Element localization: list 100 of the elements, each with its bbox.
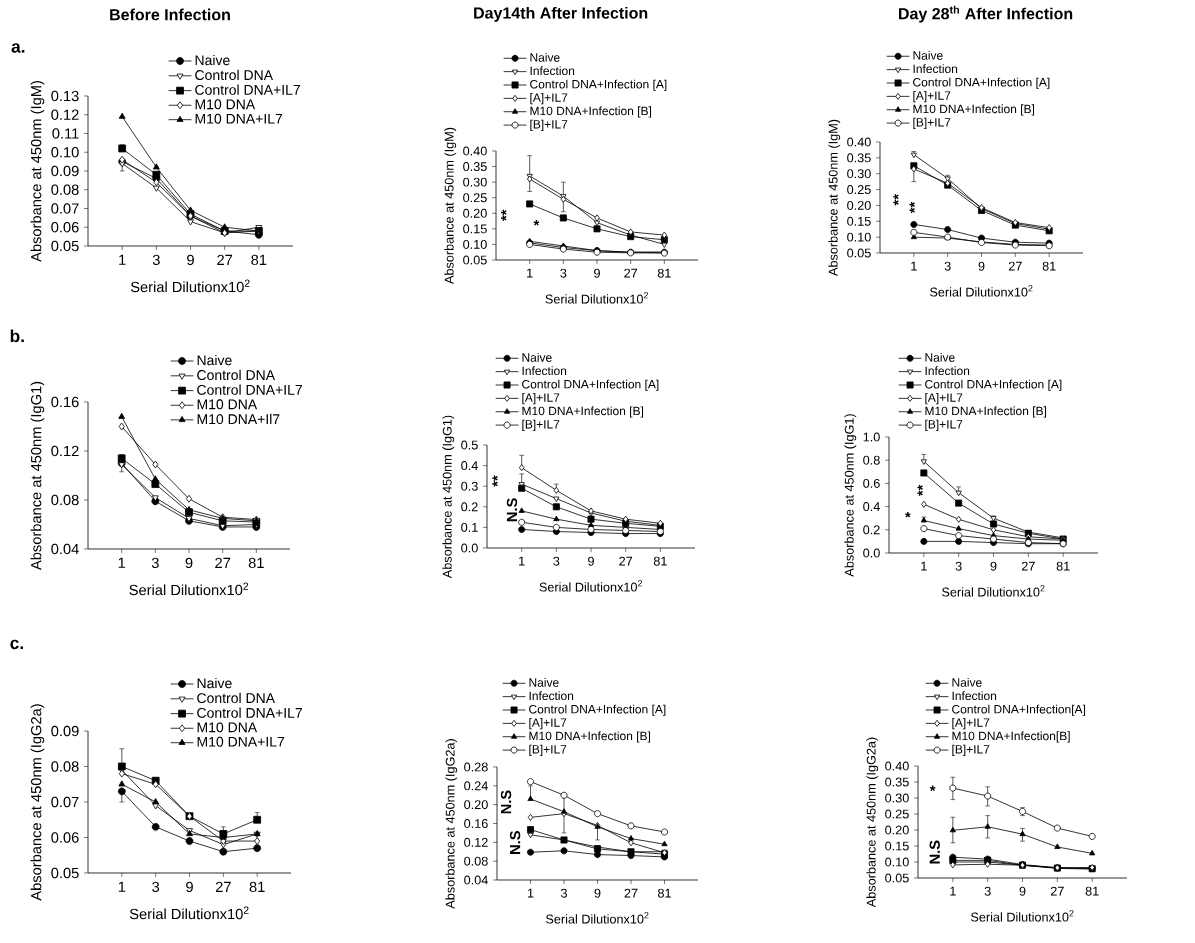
legend-label: Control DNA+Infection [A] (529, 704, 666, 716)
x-axis-title: Serial Dilutionx10$^{2}$ (971, 910, 1074, 922)
x-tick-label: 9 (1019, 886, 1026, 896)
y-tick-label: 0.05 (463, 255, 487, 265)
y-tick-label: 0.05 (847, 248, 871, 258)
y-tick-label: 0.6 (863, 478, 880, 488)
x-tick-label: 81 (1056, 561, 1070, 571)
x-tick-label: 3 (955, 561, 962, 571)
legend-label: [A]+IL7 (530, 93, 568, 105)
y-tick-label: 0.15 (885, 841, 909, 851)
y-axis-title: Absorbance at 450nm (IgG1) (844, 414, 857, 577)
x-axis-title: Serial Dilutionx10$^{2}$ (539, 580, 642, 592)
legend-label: M10 DNA (197, 399, 258, 410)
y-tick-label: 0.05 (885, 873, 909, 883)
y-tick-label: 0.0 (461, 543, 478, 553)
x-axis-title: Serial Dilutionx10$^{2}$ (129, 582, 249, 596)
annotation: ** (492, 475, 498, 487)
y-tick-label: 0.35 (463, 162, 487, 172)
x-axis-title: Serial Dilutionx10$^{2}$ (546, 912, 649, 924)
annotation: ** (893, 194, 899, 206)
annotation: ** (909, 201, 915, 214)
legend-label: Control DNA (197, 692, 276, 704)
x-tick-label: 1 (118, 557, 126, 568)
x-tick-label: 1 (527, 268, 533, 278)
y-tick-label: 0.10 (463, 239, 487, 249)
x-tick-label: 1 (119, 254, 126, 265)
x-tick-label: 27 (1050, 886, 1064, 896)
legend-label: M10 DNA+Il7 (197, 413, 280, 425)
legend-label: Control DNA+Infection [A] (530, 79, 667, 91)
x-tick-label: 9 (187, 254, 194, 266)
y-tick-label: 0.05 (51, 240, 79, 252)
legend-label: [B]+IL7 (952, 744, 990, 756)
legend-label: Naive (195, 54, 230, 66)
x-tick-label: 81 (1085, 886, 1099, 896)
x-tick-label: 3 (560, 888, 567, 898)
annotation: ** (917, 484, 923, 497)
y-tick-label: 0.4 (461, 461, 478, 471)
y-tick-label: 0.2 (863, 525, 880, 535)
annotation: * (533, 220, 540, 226)
x-tick-label: 81 (251, 254, 267, 266)
legend-label: Control DNA (197, 369, 276, 381)
x-tick-label: 9 (594, 268, 600, 278)
y-tick-label: 0.4 (863, 502, 880, 512)
x-tick-label: 81 (653, 556, 667, 566)
y-tick-label: 0.11 (52, 128, 79, 139)
x-tick-label: 27 (215, 557, 231, 568)
x-tick-label: 1 (921, 561, 927, 571)
legend-label: Infection (530, 66, 575, 76)
legend-label: M10 DNA+Infection [B] (913, 104, 1035, 116)
y-tick-label: 0.25 (847, 185, 871, 195)
y-tick-label: 0.40 (847, 137, 871, 147)
x-tick-label: 9 (185, 557, 193, 569)
y-tick-label: 0.30 (885, 793, 909, 803)
annotation: N.S (929, 840, 940, 864)
legend-label: M10 DNA (197, 722, 258, 733)
x-tick-label: 27 (624, 268, 638, 278)
y-tick-label: 0.13 (51, 90, 79, 102)
y-tick-label: 0.12 (51, 109, 79, 120)
legend-label: Naive (529, 677, 559, 687)
legend-label: Naive (952, 677, 982, 687)
x-tick-label: 3 (984, 886, 991, 896)
x-axis-title: Serial Dilutionx10$^{2}$ (130, 279, 250, 293)
y-tick-label: 0.2 (461, 502, 478, 512)
legend-label: Control DNA (195, 69, 274, 81)
x-axis-title: Serial Dilutionx10$^{2}$ (942, 585, 1045, 597)
y-tick-label: 0.40 (463, 146, 487, 156)
y-tick-label: 0.35 (847, 153, 871, 163)
y-tick-label: 0.0 (863, 548, 880, 558)
x-tick-label: 3 (152, 881, 160, 893)
legend-label: Infection (522, 366, 567, 376)
legend-label: Control DNA+Infection[A] (952, 704, 1086, 716)
y-tick-label: 0.5 (461, 440, 478, 450)
y-tick-label: 0.25 (885, 809, 909, 819)
annotation: N.S (500, 790, 512, 814)
legend-label: Control DNA+Infection [A] (522, 379, 659, 391)
y-tick-label: 0.30 (463, 177, 487, 187)
y-tick-label: 0.09 (51, 165, 79, 177)
y-tick-label: 0.20 (463, 208, 487, 218)
legend-label: Naive (197, 677, 232, 689)
y-tick-label: 0.12 (464, 837, 488, 847)
y-tick-label: 0.09 (51, 725, 79, 737)
y-axis-title: Absorbance at 450nm (IgG2a) (866, 737, 879, 908)
x-tick-label: 81 (1042, 261, 1056, 271)
text: c. (10, 639, 23, 650)
legend-label: M10 DNA+Infection [B] (529, 731, 651, 743)
y-tick-label: 0.24 (464, 781, 488, 791)
y-axis-title: Absorbance at 450nm (IgG1) (442, 415, 455, 579)
x-tick-label: 9 (978, 261, 985, 271)
y-axis-title: Absorbance at 450nm (IgM) (444, 127, 457, 284)
legend-label: M10 DNA+Infection [B] (925, 406, 1047, 418)
y-tick-label: 0.15 (463, 224, 487, 234)
y-tick-label: 0.10 (51, 147, 79, 158)
y-tick-label: 0.12 (51, 445, 79, 457)
annotation: * (905, 512, 911, 518)
x-tick-label: 3 (560, 268, 567, 278)
x-tick-label: 81 (658, 888, 671, 898)
y-tick-label: 0.40 (885, 761, 909, 771)
legend-label: Control DNA+Infection [A] (913, 77, 1050, 89)
legend-label: Infection (952, 691, 997, 701)
legend-label: M10 DNA+Infection[B] (952, 731, 1070, 743)
